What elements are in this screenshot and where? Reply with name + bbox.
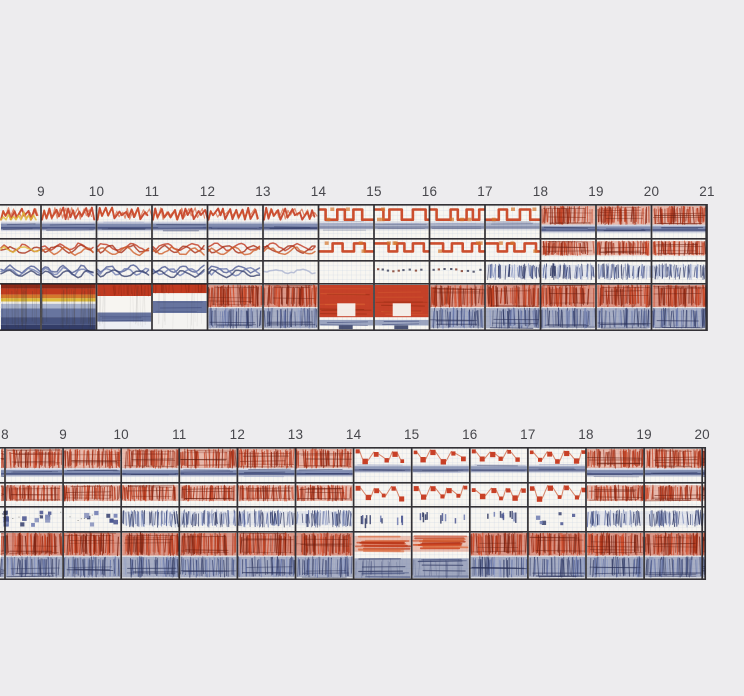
timeline-strip-upper: 9 10 11 12 13 14 15 16 17 18 19 20 21 [0,184,715,331]
hour-label: 10 [88,184,105,199]
strip-2-row-2 [0,484,706,502]
hour-label: 17 [477,184,493,199]
hour-label: 20 [643,184,660,199]
hour-label: 15 [366,184,382,199]
hour-label: 12 [199,184,216,199]
hour-grid-lines [0,447,707,580]
strip-1-row-3 [0,263,707,280]
hand-drawn-grid-art-lower [0,447,707,580]
hour-label: 9 [59,427,67,442]
hour-label: 14 [345,427,362,442]
hour-label: 11 [144,184,160,199]
hour-label: 18 [578,427,594,442]
hour-label: 17 [520,427,536,442]
strip-2-row-3 [1,509,705,529]
strip-2-row-4 [0,531,706,579]
hour-label: 21 [699,184,715,199]
hour-label: 12 [229,427,246,442]
hour-label: 10 [113,427,129,442]
hour-label: 9 [37,184,45,199]
hour-label: 19 [636,427,652,442]
hand-drawn-grid-art-upper [0,204,708,331]
hour-labels-lower: 8 9 10 11 12 13 14 15 16 17 18 19 20 [0,427,744,445]
strip-2-row-1 [0,448,706,478]
timeline-strip-lower: 8 9 10 11 12 13 14 15 16 17 18 19 20 [0,427,710,580]
hour-label: 13 [287,427,304,442]
hour-label: 19 [588,184,604,199]
hour-label: 8 [1,427,9,442]
hour-label: 13 [255,184,271,199]
hour-label: 18 [532,184,549,199]
hour-labels-upper: 9 10 11 12 13 14 15 16 17 18 19 20 21 [0,184,744,202]
strip-1-row-1 [0,205,707,233]
hour-label: 16 [462,427,478,442]
hour-grid-lines [0,204,708,331]
hour-label: 20 [694,427,710,442]
hour-label: 14 [310,184,327,199]
strip-1-row-4 [1,283,708,331]
strip-1-row-2 [0,240,706,257]
hour-label: 11 [172,427,187,442]
hour-label: 15 [403,427,420,442]
hour-label: 16 [421,184,438,199]
